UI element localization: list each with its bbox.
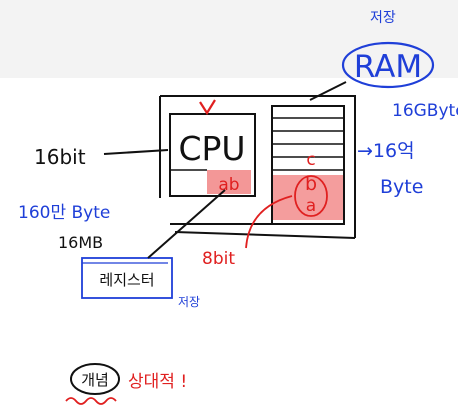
ram-block: c b a xyxy=(271,105,345,225)
ram-size: 16GByte xyxy=(392,101,458,121)
register-box: 레지스터 xyxy=(81,257,173,299)
ram-cell-b: b xyxy=(305,173,317,195)
register-label: 레지스터 xyxy=(99,271,154,289)
concept-circle xyxy=(70,363,120,395)
ram-connector-line xyxy=(309,81,347,101)
ram-cell-circle xyxy=(294,175,328,217)
cpu-checkmark xyxy=(199,99,216,116)
computer-box xyxy=(159,95,356,239)
cpu-address-space-mb: 16MB xyxy=(58,233,103,252)
cpu-bits: 16bit xyxy=(34,145,86,169)
ram-caption: 저장 xyxy=(370,10,396,26)
concept-label: 개념 xyxy=(81,371,109,389)
ram-outline xyxy=(341,41,435,89)
ram-capacity: →16억 xyxy=(357,140,415,162)
concept-underline-squiggle xyxy=(65,397,117,405)
ram-cell-a: a xyxy=(306,196,316,216)
cpu-block: CPU ab xyxy=(169,99,256,197)
cpu-address-space: 160만 Byte xyxy=(18,203,110,223)
ram-capacity-unit: Byte xyxy=(380,176,423,198)
ram-cell-c: c xyxy=(306,150,315,170)
ram-label: RAM xyxy=(354,49,422,85)
cpu-label: CPU xyxy=(178,129,245,168)
background-band xyxy=(0,0,458,78)
register-bits: 8bit xyxy=(202,249,235,269)
register-pointer-line xyxy=(147,189,226,259)
register-caption: 저장 xyxy=(178,295,200,309)
register-bits-pointer xyxy=(245,195,293,249)
relative-comment: 상대적 ! xyxy=(128,372,187,392)
cpu-register-highlight xyxy=(207,170,251,194)
cpu-bits-pointer xyxy=(103,149,169,155)
